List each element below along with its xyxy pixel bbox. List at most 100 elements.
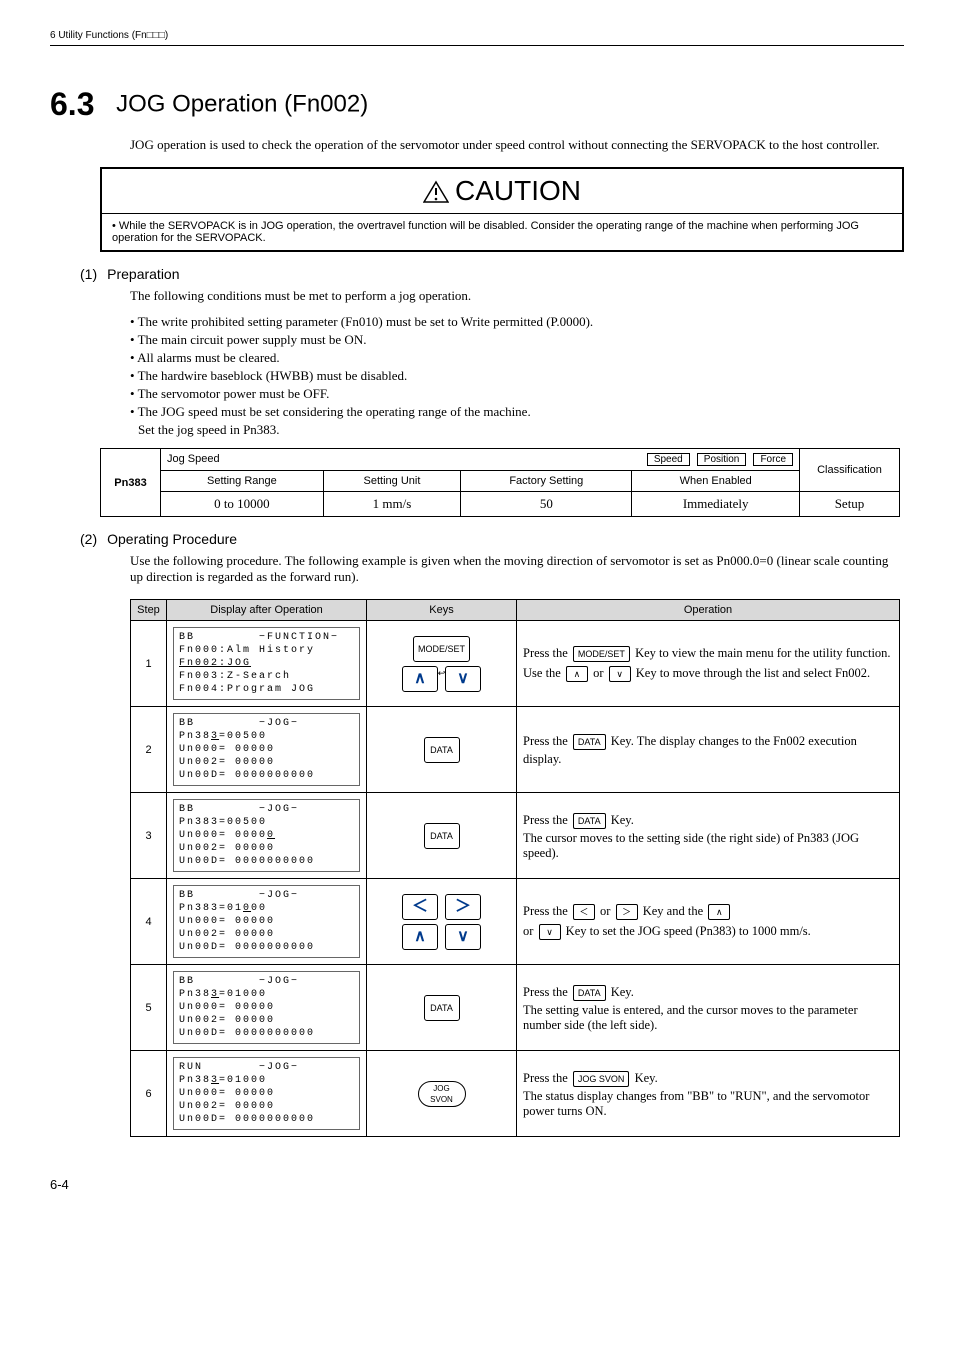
keys-cell: DATA	[367, 965, 517, 1051]
inline-key: DATA	[573, 985, 606, 1001]
lcd-display: BB −JOG− Pn383=01000 Un000= 00000 Un002=…	[173, 971, 360, 1044]
th-op: Operation	[517, 600, 900, 621]
arrow-key: ∧	[402, 924, 438, 950]
caution-box: CAUTION • While the SERVOPACK is in JOG …	[100, 167, 904, 252]
warning-icon	[423, 180, 449, 204]
keys-cell: MODE/SET↩ ∧ ∨	[367, 621, 517, 707]
hdr-unit: Setting Unit	[323, 471, 460, 492]
display-cell: BB −JOG− Pn383=01000 Un000= 00000 Un002=…	[167, 965, 367, 1051]
proc-intro: Use the following procedure. The followi…	[130, 553, 904, 585]
bullet-item: • The JOG speed must be set considering …	[130, 404, 904, 420]
table-row: 3 BB −JOG− Pn383=00500 Un000= 00000 Un00…	[131, 793, 900, 879]
inline-key: ∧	[566, 666, 588, 682]
th-step: Step	[131, 600, 167, 621]
prep-title: Preparation	[107, 266, 179, 282]
display-cell: BB −JOG− Pn383=00500 Un000= 00000 Un002=…	[167, 793, 367, 879]
display-cell: RUN −JOG− Pn383=01000 Un000= 00000 Un002…	[167, 1051, 367, 1137]
prep-heading: (1) Preparation	[80, 266, 904, 282]
arrow-key: ∨	[445, 924, 481, 950]
keys-cell: DATA	[367, 707, 517, 793]
section-title-text: JOG Operation (Fn002)	[116, 91, 368, 118]
key-button: DATA	[424, 995, 460, 1021]
display-cell: BB −FUNCTION− Fn000:Alm History Fn002:JO…	[167, 621, 367, 707]
inline-key: ∨	[609, 666, 631, 682]
param-name: Jog Speed	[167, 453, 220, 465]
bullet-item: • The main circuit power supply must be …	[130, 332, 904, 348]
hdr-factory: Factory Setting	[461, 471, 632, 492]
bullet-item: • The servomotor power must be OFF.	[130, 386, 904, 402]
lcd-display: BB −JOG− Pn383=00500 Un000= 00000 Un002=…	[173, 799, 360, 872]
inline-key: ＜	[573, 904, 595, 920]
prep-intro: The following conditions must be met to …	[130, 288, 904, 304]
th-keys: Keys	[367, 600, 517, 621]
proc-num: (2)	[80, 531, 97, 547]
arrow-key: ＜	[402, 894, 438, 920]
arrow-key: ∨	[445, 666, 481, 692]
step-num: 4	[131, 879, 167, 965]
section-intro: JOG operation is used to check the opera…	[130, 137, 904, 153]
lcd-display: BB −JOG− Pn383=01000 Un000= 00000 Un002=…	[173, 885, 360, 958]
operation-cell: Press the DATA Key.The setting value is …	[517, 965, 900, 1051]
inline-key: ∧	[708, 904, 730, 920]
inline-key: ∨	[539, 924, 561, 940]
param-id: Pn383	[101, 449, 161, 517]
bullet-item: • The write prohibited setting parameter…	[130, 314, 904, 330]
inline-key: DATA	[573, 813, 606, 829]
key-button: DATA	[424, 823, 460, 849]
prep-bullets: • The write prohibited setting parameter…	[130, 314, 904, 438]
step-num: 6	[131, 1051, 167, 1137]
table-row: 1 BB −FUNCTION− Fn000:Alm History Fn002:…	[131, 621, 900, 707]
operation-cell: Press the MODE/SET Key to view the main …	[517, 621, 900, 707]
prep-num: (1)	[80, 266, 97, 282]
table-row: 5 BB −JOG− Pn383=01000 Un000= 00000 Un00…	[131, 965, 900, 1051]
lcd-display: BB −FUNCTION− Fn000:Alm History Fn002:JO…	[173, 627, 360, 700]
keys-cell: DATA	[367, 793, 517, 879]
step-num: 1	[131, 621, 167, 707]
procedure-table: Step Display after Operation Keys Operat…	[130, 599, 900, 1137]
th-disp: Display after Operation	[167, 600, 367, 621]
step-num: 3	[131, 793, 167, 879]
inline-key: MODE/SET	[573, 646, 630, 662]
section-number: 6.3	[50, 86, 94, 122]
keys-cell: ＜ ＞ ∧ ∨	[367, 879, 517, 965]
lcd-display: BB −JOG− Pn383=00500 Un000= 00000 Un002=…	[173, 713, 360, 786]
param-name-row: Jog Speed Speed Position Force	[161, 449, 800, 471]
caution-text: • While the SERVOPACK is in JOG operatio…	[102, 214, 902, 250]
table-row: 4 BB −JOG− Pn383=01000 Un000= 00000 Un00…	[131, 879, 900, 965]
proc-title: Operating Procedure	[107, 531, 237, 547]
key-button: JOGSVON	[418, 1081, 466, 1107]
val-unit: 1 mm/s	[323, 492, 460, 517]
bullet-item: • The hardwire baseblock (HWBB) must be …	[130, 368, 904, 384]
operation-cell: Press the DATA Key. The display changes …	[517, 707, 900, 793]
badge-position: Position	[697, 453, 747, 466]
arrow-key: ∧	[402, 666, 438, 692]
inline-key: ＞	[616, 904, 638, 920]
inline-key: DATA	[573, 734, 606, 750]
hdr-when: When Enabled	[632, 471, 800, 492]
inline-key: JOG SVON	[573, 1071, 630, 1087]
caution-label: CAUTION	[455, 175, 581, 206]
page-header: 6 Utility Functions (Fn□□□)	[50, 30, 904, 46]
arrow-key: ＞	[445, 894, 481, 920]
key-button: MODE/SET↩	[413, 636, 470, 662]
lcd-display: RUN −JOG− Pn383=01000 Un000= 00000 Un002…	[173, 1057, 360, 1130]
key-button: DATA	[424, 737, 460, 763]
caution-header: CAUTION	[102, 169, 902, 214]
param-class-hdr: Classification	[800, 449, 900, 492]
hdr-range: Setting Range	[161, 471, 324, 492]
badge-speed: Speed	[647, 453, 690, 466]
page-number: 6-4	[50, 1177, 904, 1192]
bullet-item: • All alarms must be cleared.	[130, 350, 904, 366]
val-range: 0 to 10000	[161, 492, 324, 517]
table-row: 6 RUN −JOG− Pn383=01000 Un000= 00000 Un0…	[131, 1051, 900, 1137]
table-row: 2 BB −JOG− Pn383=00500 Un000= 00000 Un00…	[131, 707, 900, 793]
section-heading: 6.3 JOG Operation (Fn002)	[50, 86, 904, 123]
step-num: 5	[131, 965, 167, 1051]
operation-cell: Press the JOG SVON Key.The status displa…	[517, 1051, 900, 1137]
display-cell: BB −JOG− Pn383=01000 Un000= 00000 Un002=…	[167, 879, 367, 965]
operation-cell: Press the ＜ or ＞ Key and the ∧ or ∨ Key …	[517, 879, 900, 965]
val-factory: 50	[461, 492, 632, 517]
param-table: Pn383 Jog Speed Speed Position Force Cla…	[100, 448, 900, 517]
proc-heading: (2) Operating Procedure	[80, 531, 904, 547]
step-num: 2	[131, 707, 167, 793]
